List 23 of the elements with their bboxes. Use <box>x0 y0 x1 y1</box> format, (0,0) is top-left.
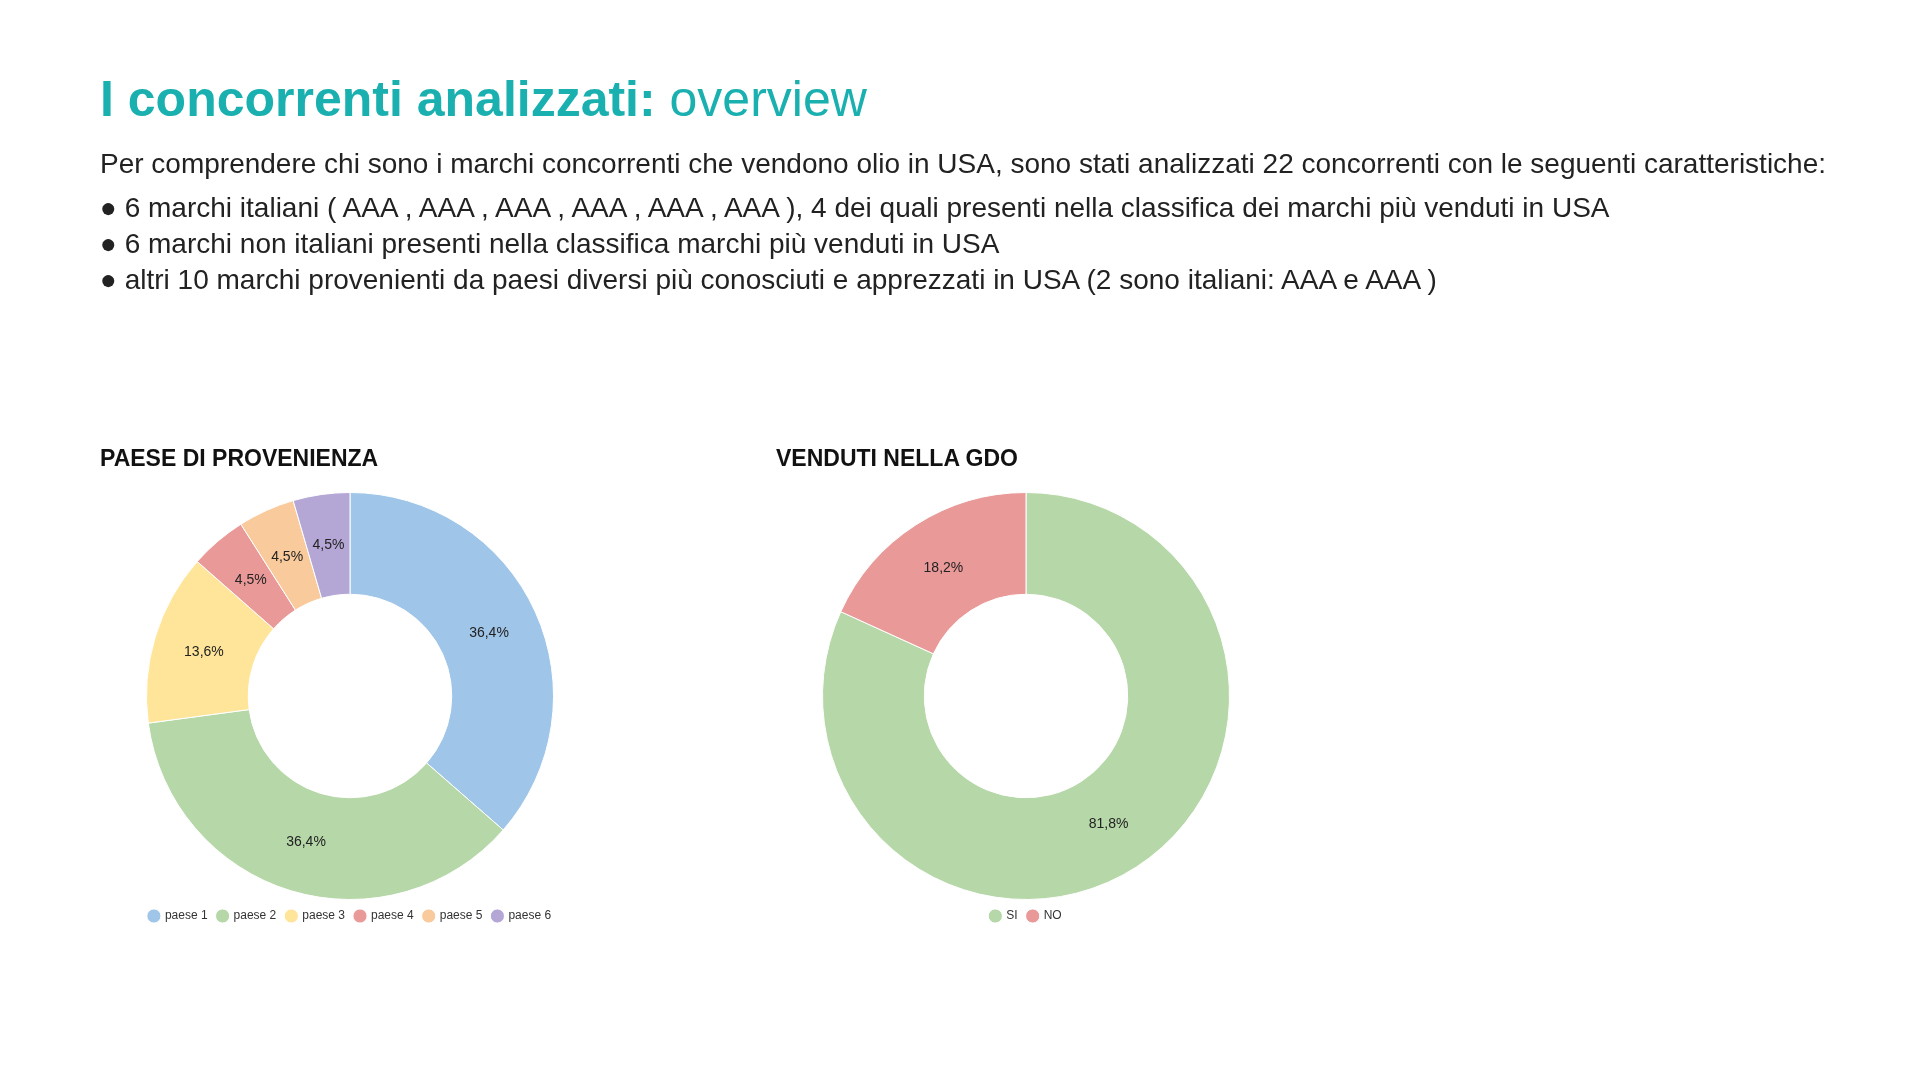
legend-label: paese 6 <box>508 908 552 923</box>
data-label: 4,5% <box>312 535 345 552</box>
chart-title: VENDUTI NELLA GDO <box>776 445 1019 472</box>
data-label: 81,8% <box>1088 815 1129 832</box>
text: ● 6 marchi non italiani presenti nella classifica marchi più venduti in USA <box>100 227 1001 261</box>
legend-label: paese 3 <box>302 908 346 923</box>
text: I concorrenti analizzati: overview <box>100 70 868 128</box>
text: ● 6 marchi italiani ( AAA , AAA , AAA , AAA , AAA , AAA ), 4 dei quali presenti nella classifica dei marchi più venduti in USA <box>100 191 1611 225</box>
legend-label: paese 4 <box>371 908 415 923</box>
legend-label: paese 2 <box>233 908 277 923</box>
data-label: 36,4% <box>286 833 326 849</box>
chart-title: PAESE DI PROVENIENZA <box>100 445 380 472</box>
data-label: 36,4% <box>469 623 509 640</box>
data-label: 13,6% <box>184 642 224 659</box>
text: Per comprendere chi sono i marchi concorrenti che vendono olio in USA, sono stati analizzati 22 concorrenti con le seguenti caratteristiche: <box>100 147 1828 181</box>
legend-label: SI <box>1006 908 1018 923</box>
legend-label: paese 5 <box>439 908 483 923</box>
legend-label: NO <box>1043 908 1062 923</box>
data-label: 4,5% <box>234 570 267 587</box>
legend-label: paese 1 <box>164 908 208 923</box>
text: ● altri 10 marchi provenienti da paesi diversi più conosciuti e apprezzati in USA (2 sono italiani: AAA e AAA ) <box>100 263 1438 297</box>
data-label: 18,2% <box>923 558 964 575</box>
data-label: 4,5% <box>271 547 304 564</box>
